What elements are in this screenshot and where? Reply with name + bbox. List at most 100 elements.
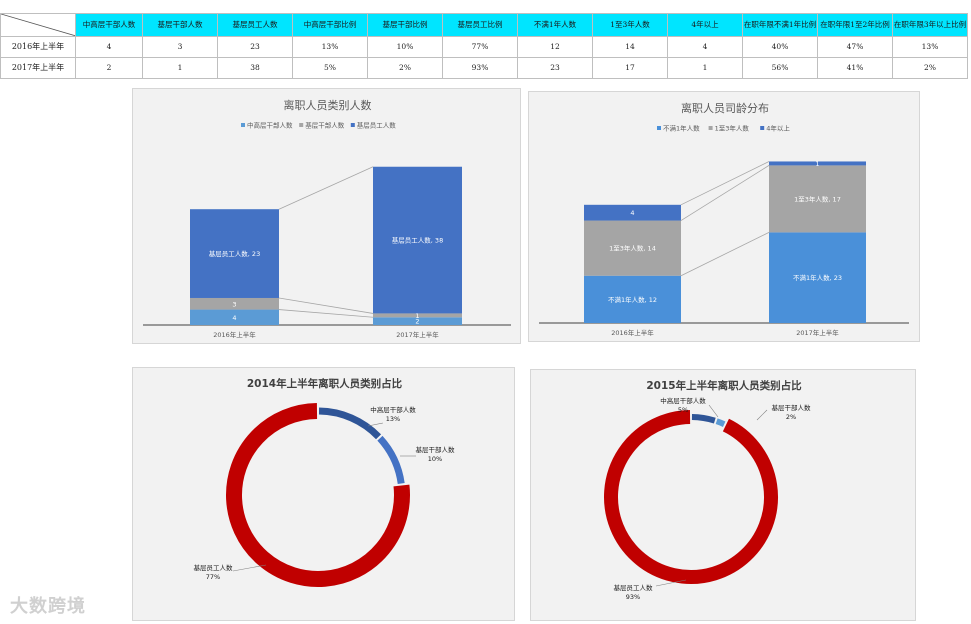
table-cell: 47% (817, 36, 893, 58)
slice-percent-label: 5% (678, 406, 688, 414)
leader-line (367, 422, 384, 427)
series-line (680, 232, 770, 277)
table-cell: 41% (817, 57, 893, 79)
leader-line (232, 564, 267, 572)
bar-segment (584, 204, 681, 221)
data-label: 1 (415, 312, 419, 320)
legend-swatch (350, 123, 355, 127)
slice-name-label: 中高层干部人数 (660, 396, 706, 405)
series-line (278, 297, 374, 314)
chart-title: 2015年上半年离职人员类别占比 (646, 379, 802, 392)
legend-swatch (299, 123, 304, 127)
column-header: 基层员工比例 (442, 13, 518, 37)
chart-title: 离职人员司龄分布 (681, 101, 769, 115)
data-label: 4 (232, 314, 236, 322)
table-cell: 23 (517, 57, 593, 79)
slice-name-label: 基层干部人数 (416, 445, 456, 454)
data-label: 3 (232, 300, 236, 308)
slice-name-label: 基层干部人数 (772, 403, 812, 412)
table-cell: 4 (75, 36, 143, 58)
chart-title: 离职人员类别人数 (284, 98, 372, 112)
row-header: 2016年上半年 (0, 36, 76, 58)
column-header: 4年以上 (667, 13, 743, 37)
x-tick-label: 2016年上半年 (213, 330, 256, 339)
pie-slice (377, 435, 405, 485)
data-label: 1至3年人数, 14 (609, 244, 656, 253)
table-cell: 13% (292, 36, 368, 58)
series-line (278, 166, 374, 210)
table-cell: 40% (742, 36, 818, 58)
column-header: 在职年限1至2年比例 (817, 13, 893, 37)
legend-label: 4年以上 (766, 124, 790, 133)
chart-panel-donut-2014: 2014年上半年离职人员类别占比 中高层干部人数 13% 基层干部人数 10% 基层员工人… (132, 367, 515, 621)
bar-segment (584, 275, 681, 323)
bar-segment (190, 309, 279, 325)
column-header: 基层干部比例 (367, 13, 443, 37)
slice-percent-label: 10% (428, 455, 442, 463)
column-header: 在职年限不满1年比例 (742, 13, 818, 37)
slice-percent-label: 77% (206, 573, 220, 581)
table-row: 2017年上半年 2 1 38 5% 2% 93% 23 17 1 56% 41… (0, 57, 968, 79)
chart-panel-tenure: 离职人员司龄分布 不满1年人数 1至3年人数 4年以上 不满1年人数, 12 1至3年人数… (528, 91, 920, 342)
slice-percent-label: 93% (626, 593, 640, 601)
legend-swatch (708, 126, 713, 130)
data-label: 不满1年人数, 12 (608, 295, 657, 304)
pie-slice (604, 410, 778, 584)
bar-segment (769, 165, 866, 233)
series-line (680, 161, 770, 206)
column-header: 不满1年人数 (517, 13, 593, 37)
slice-percent-label: 2% (786, 413, 796, 421)
data-label: 基层员工人数, 23 (209, 249, 260, 258)
table-cell: 2% (892, 57, 968, 79)
slice-name-label: 中高层干部人数 (370, 405, 416, 414)
legend-label: 基层干部人数 (305, 121, 345, 130)
table-cell: 38 (217, 57, 293, 79)
table-cell: 1 (142, 57, 218, 79)
bar-segment (190, 209, 279, 298)
pie-slice (226, 403, 410, 587)
legend-swatch (241, 123, 245, 127)
table-cell: 10% (367, 36, 443, 58)
data-label: 2 (415, 318, 419, 326)
data-label: 基层员工人数, 38 (392, 236, 443, 245)
legend-swatch (657, 126, 661, 130)
table-cell: 77% (442, 36, 518, 58)
chart-title: 2014年上半年离职人员类别占比 (247, 377, 403, 390)
column-header: 基层员工人数 (217, 13, 293, 37)
pie-slice (318, 407, 382, 440)
bar-segment (373, 166, 462, 314)
table-row: 2016年上半年 4 3 23 13% 10% 77% 12 14 4 40% … (0, 36, 968, 58)
bar-segment (190, 297, 279, 310)
table-cell: 13% (892, 36, 968, 58)
bar-segment (584, 220, 681, 276)
legend-label: 中高层干部人数 (247, 121, 293, 130)
legend-swatch (760, 126, 765, 130)
column-header: 中高层干部人数 (75, 13, 143, 37)
column-header: 1至3年人数 (592, 13, 668, 37)
column-header: 基层干部人数 (142, 13, 218, 37)
data-table: 中高层干部人数 基层干部人数 基层员工人数 中高层干部比例 基层干部比例 基层员… (0, 13, 968, 79)
data-label: 4 (630, 209, 634, 217)
slice-percent-label: 13% (386, 415, 400, 423)
table-cell: 93% (442, 57, 518, 79)
chart-panel-category-count: 离职人员类别人数中高层干部人数 基层干部人数 基层员工人数 4 3 基层员工人数, 23 2… (132, 88, 521, 344)
table-cell: 5% (292, 57, 368, 79)
watermark-logo: 大数跨境 (10, 596, 86, 617)
slice-name-label: 基层员工人数 (614, 583, 654, 592)
table-cell: 4 (667, 36, 743, 58)
table-cell: 2% (367, 57, 443, 79)
table-cell: 56% (742, 57, 818, 79)
table-header-row: 中高层干部人数 基层干部人数 基层员工人数 中高层干部比例 基层干部比例 基层员… (0, 13, 968, 37)
table-cell: 12 (517, 36, 593, 58)
table-cell: 23 (217, 36, 293, 58)
data-label: 1 (815, 160, 819, 168)
leader-line (655, 579, 687, 587)
legend-label: 基层员工人数 (357, 121, 397, 130)
column-header: 在职年限3年以上比例 (892, 13, 968, 37)
pie-slice (691, 414, 716, 424)
bar-segment (373, 317, 462, 325)
